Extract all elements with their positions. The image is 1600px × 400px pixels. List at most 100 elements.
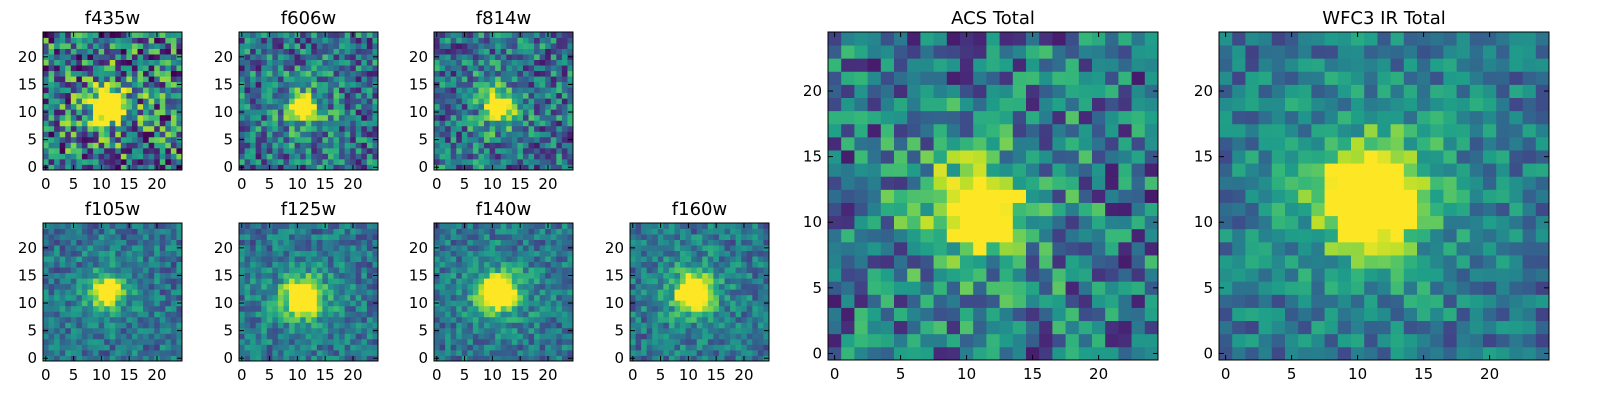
heatmap-cell <box>70 70 77 77</box>
heatmap-cell <box>999 268 1014 282</box>
heatmap-cell <box>93 355 99 362</box>
heatmap-cell <box>567 256 574 263</box>
heatmap-cell <box>1012 202 1027 217</box>
heatmap-cell <box>702 261 709 268</box>
heatmap-cell <box>635 283 642 290</box>
heatmap-cell <box>131 48 138 55</box>
heatmap-cell <box>137 311 144 318</box>
heatmap-cell <box>159 81 166 88</box>
heatmap-cell <box>439 278 446 285</box>
heatmap-cell <box>663 333 670 340</box>
heatmap-cell <box>316 261 323 268</box>
heatmap-cell <box>322 76 329 83</box>
heatmap-cell <box>1105 281 1119 295</box>
heatmap-cell <box>294 338 301 345</box>
heatmap-cell <box>730 239 737 246</box>
heatmap-cell <box>511 289 518 296</box>
heatmap-cell <box>316 43 323 49</box>
heatmap-cell <box>143 59 150 66</box>
heatmap-cell <box>500 81 507 88</box>
heatmap-cell <box>355 289 362 296</box>
heatmap-cell <box>239 59 245 66</box>
heatmap-cell <box>93 54 99 60</box>
heatmap-cell <box>718 267 725 274</box>
heatmap-cell <box>999 281 1014 295</box>
heatmap-cell <box>81 142 88 149</box>
heatmap-cell <box>674 256 681 263</box>
heatmap-cell <box>933 294 948 308</box>
panel-title: f606w <box>281 8 336 29</box>
heatmap-cell <box>467 272 474 279</box>
heatmap-cell <box>1144 228 1159 243</box>
heatmap-cell <box>311 338 318 345</box>
heatmap-cell <box>170 327 177 334</box>
heatmap-cell <box>76 54 83 60</box>
heatmap-cell <box>272 43 279 49</box>
heatmap-cell <box>239 131 245 138</box>
heatmap-cell <box>266 131 273 138</box>
heatmap-cell <box>65 32 72 38</box>
heatmap-cell <box>946 346 961 361</box>
heatmap-cell <box>366 338 373 345</box>
heatmap-cell <box>674 245 681 251</box>
heatmap-cell <box>1092 333 1106 348</box>
heatmap-cell <box>973 176 987 190</box>
heatmap-cell <box>746 256 753 263</box>
heatmap-cell <box>333 338 340 345</box>
heatmap-cell <box>752 344 759 351</box>
heatmap-cell <box>545 245 552 251</box>
heatmap-cell <box>300 158 307 165</box>
heatmap-cell <box>355 158 362 165</box>
heatmap-cell <box>534 294 541 301</box>
heatmap-cell <box>170 261 177 268</box>
heatmap-cell <box>445 125 452 132</box>
heatmap-cell <box>239 311 245 318</box>
heatmap-cell <box>98 250 105 257</box>
heatmap-cell <box>261 245 268 251</box>
heatmap-cell <box>489 158 496 165</box>
heatmap-cell <box>635 272 642 279</box>
heatmap-cell <box>305 294 312 301</box>
heatmap-cell <box>261 103 268 110</box>
heatmap-cell <box>339 223 346 229</box>
heatmap-cell <box>159 338 166 345</box>
heatmap-cell <box>741 338 748 345</box>
heatmap-cell <box>746 349 753 356</box>
heatmap-cell <box>1039 163 1053 177</box>
heatmap-cell <box>713 256 720 263</box>
heatmap-cell <box>148 120 155 127</box>
heatmap-cell <box>244 344 251 351</box>
heatmap-cell <box>1105 215 1119 230</box>
heatmap-cell <box>691 250 698 257</box>
heatmap-cell <box>98 300 105 307</box>
heatmap-cell <box>652 283 659 290</box>
heatmap-cell <box>176 305 183 312</box>
heatmap-cell <box>1105 163 1119 177</box>
heatmap-cell <box>333 98 340 105</box>
x-tick-label: 5 <box>265 175 275 193</box>
heatmap-cell <box>81 54 88 60</box>
heatmap-cell <box>372 142 379 149</box>
heatmap-cell <box>289 223 295 229</box>
heatmap-cell <box>70 333 77 340</box>
heatmap-cell <box>277 131 284 138</box>
heatmap-cell <box>244 125 251 132</box>
heatmap-cell <box>170 267 177 274</box>
heatmap-cell <box>54 300 61 307</box>
heatmap-cell <box>255 54 262 60</box>
heatmap-cell <box>277 261 284 268</box>
heatmap-cell <box>674 344 681 351</box>
heatmap-cell <box>311 142 318 149</box>
heatmap-cell <box>696 311 703 318</box>
heatmap-cell <box>461 103 468 110</box>
heatmap-cell <box>713 228 720 235</box>
heatmap-cell <box>539 131 546 138</box>
heatmap-cell <box>556 228 563 235</box>
axes-frame <box>433 31 574 171</box>
heatmap-cell <box>528 98 535 105</box>
heatmap-cell <box>143 245 150 251</box>
heatmap-cell <box>115 70 122 77</box>
heatmap-cell <box>239 305 245 312</box>
heatmap-cell <box>730 228 737 235</box>
heatmap-cell <box>907 228 921 243</box>
